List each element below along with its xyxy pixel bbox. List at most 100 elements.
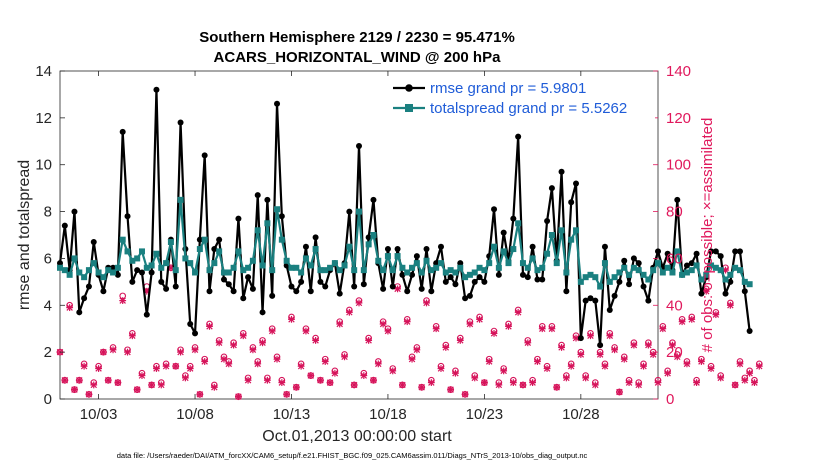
totalspread-point [307, 262, 314, 269]
totalspread-point [220, 269, 227, 276]
obs-assimilated-point [326, 379, 334, 386]
totalspread-point [134, 255, 141, 262]
obs-assimilated-point [249, 346, 257, 354]
rmse-point [664, 250, 671, 257]
rmse-point [90, 239, 97, 246]
totalspread-point [76, 269, 83, 276]
obs-assimilated-point [669, 341, 676, 349]
totalspread-point [577, 278, 584, 285]
totalspread-point [331, 260, 338, 267]
obs-assimilated-point [206, 322, 213, 330]
totalspread-point [216, 248, 223, 255]
obs-assimilated-point [447, 386, 455, 394]
rmse-point [370, 196, 377, 203]
obs-assimilated-point [466, 320, 474, 328]
obs-assimilated-point [476, 315, 483, 323]
rmse-point [196, 236, 203, 243]
totalspread-point [298, 269, 305, 276]
obs-assimilated-point [157, 381, 165, 389]
rmse-point [259, 309, 266, 316]
totalspread-point [66, 271, 73, 278]
rmse-point [138, 269, 145, 276]
rmse-point [143, 311, 150, 318]
rmse-point [384, 246, 391, 253]
obs-assimilated-point [625, 379, 633, 386]
obs-assimilated-point [707, 365, 715, 372]
obs-assimilated-point [519, 381, 527, 389]
rmse-point [119, 128, 126, 135]
rmse-point [674, 196, 681, 203]
obs-assimilated-point [678, 318, 686, 326]
rmse-point [597, 342, 604, 349]
obs-assimilated-point [109, 346, 117, 354]
rmse-point [683, 262, 690, 269]
totalspread-point [486, 260, 493, 267]
totalspread-point [375, 257, 382, 264]
obs-assimilated-point [587, 332, 594, 340]
rmse-point [298, 278, 305, 285]
obs-assimilated-point [480, 379, 488, 386]
totalspread-point [336, 267, 343, 274]
rmse-point [216, 236, 223, 243]
rmse-point [645, 297, 652, 304]
obs-assimilated-point [606, 332, 614, 340]
totalspread-point [457, 264, 464, 271]
rmse-point [601, 243, 608, 250]
rmse-point [587, 295, 594, 302]
rmse-point [630, 255, 637, 262]
totalspread-point [746, 281, 753, 288]
totalspread-point [563, 269, 570, 276]
rmse-point [423, 246, 430, 253]
obs-assimilated-point [751, 379, 758, 386]
rmse-point [114, 271, 121, 278]
totalspread-point [510, 246, 517, 253]
obs-assimilated-point [307, 372, 315, 379]
totalspread-point [312, 246, 319, 253]
obs-assimilated-point [543, 365, 551, 372]
series-layer [57, 86, 753, 349]
totalspread-point [708, 262, 715, 269]
obs-assimilated-point [616, 388, 623, 396]
rmse-point [57, 260, 63, 267]
totalspread-point [399, 264, 406, 271]
rmse-point [187, 321, 194, 328]
totalspread-point [452, 269, 459, 276]
rmse-point [481, 278, 488, 285]
y-right-tick-label: 120 [666, 110, 691, 127]
obs-assimilated-point [273, 355, 281, 363]
rmse-point [81, 295, 88, 302]
obs-assimilated-point [654, 379, 662, 386]
obs-count-layer [56, 264, 763, 401]
rmse-point [640, 283, 647, 290]
obs-assimilated-point [452, 369, 459, 377]
totalspread-point [249, 257, 256, 264]
totalspread-point [722, 276, 729, 283]
obs-assimilated-point [61, 376, 69, 384]
y-right-tick-label: 40 [666, 297, 683, 314]
totalspread-point [346, 243, 353, 250]
rmse-point [356, 142, 362, 149]
rmse-point [539, 276, 546, 283]
rmse-point [278, 213, 285, 220]
totalspread-point [201, 236, 208, 243]
rmse-point [245, 274, 252, 281]
totalspread-point [264, 220, 271, 227]
obs-assimilated-point [350, 381, 358, 389]
totalspread-point [524, 264, 531, 271]
rmse-point [153, 86, 160, 93]
totalspread-point [413, 260, 420, 267]
rmse-point [336, 290, 343, 297]
rmse-point [211, 246, 218, 253]
rmse-point [148, 269, 155, 276]
rmse-point [573, 180, 580, 187]
totalspread-point [167, 239, 174, 246]
obs-assimilated-point [683, 360, 691, 368]
rmse-point [380, 285, 387, 292]
totalspread-point [573, 227, 580, 234]
obs-assimilated-point [514, 308, 522, 316]
totalspread-point [693, 262, 700, 269]
totalspread-point [645, 276, 652, 283]
obs-assimilated-point [153, 365, 160, 372]
obs-assimilated-point [345, 308, 353, 316]
rmse-point [230, 288, 237, 295]
